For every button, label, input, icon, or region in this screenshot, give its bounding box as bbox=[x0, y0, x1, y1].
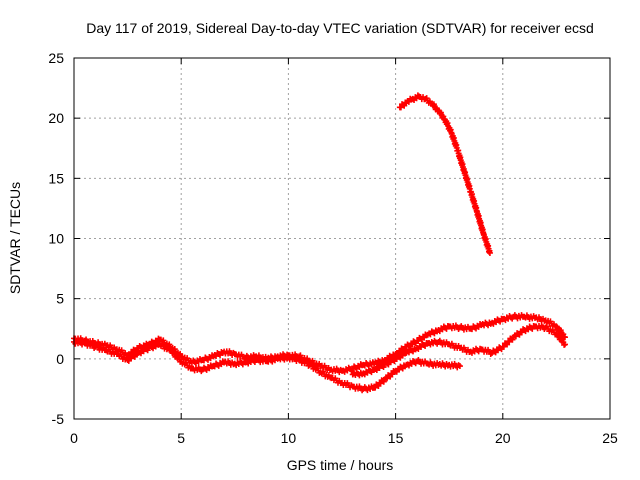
series-segment bbox=[490, 344, 505, 356]
series-4-band bbox=[397, 92, 493, 255]
x-tick-label: 5 bbox=[177, 430, 185, 446]
series-segment bbox=[415, 356, 430, 367]
y-tick-label: 0 bbox=[56, 351, 64, 367]
series-segment bbox=[276, 353, 291, 363]
series-segment bbox=[393, 362, 409, 375]
series-segment bbox=[447, 360, 462, 371]
x-tick-label: 0 bbox=[70, 430, 78, 446]
series-1-band bbox=[72, 312, 568, 376]
series-segment bbox=[554, 331, 568, 348]
series-segment bbox=[372, 362, 387, 374]
x-tick-label: 25 bbox=[602, 430, 618, 446]
series-segment bbox=[461, 169, 474, 195]
series-segment bbox=[297, 357, 312, 369]
series-2 bbox=[71, 337, 463, 394]
series-segment bbox=[426, 359, 441, 369]
series-segment bbox=[479, 346, 494, 357]
series-segment bbox=[147, 340, 162, 352]
series-segment bbox=[468, 345, 484, 356]
series-segment bbox=[351, 383, 366, 394]
ticks-layer: 0 5 10 15 20 25 -5 0 5 10 15 20 25 bbox=[48, 50, 618, 446]
series-segment bbox=[157, 341, 173, 353]
y-tick-label: 10 bbox=[48, 231, 64, 247]
y-tick-label: 25 bbox=[48, 50, 64, 66]
series-segment bbox=[417, 93, 428, 103]
series-segment bbox=[233, 351, 248, 362]
data-layer bbox=[71, 92, 568, 394]
x-tick-label: 10 bbox=[281, 430, 297, 446]
series-2-band bbox=[72, 337, 462, 394]
series-segment bbox=[93, 342, 108, 353]
series-segment bbox=[436, 108, 448, 123]
series-segment bbox=[222, 358, 237, 368]
series-segment bbox=[318, 362, 333, 374]
series-segment bbox=[329, 374, 344, 387]
series-segment bbox=[500, 335, 516, 350]
y-axis-label: SDTVAR / TECUs bbox=[7, 182, 23, 294]
y-tick-label: 5 bbox=[56, 291, 64, 307]
series-segment bbox=[72, 337, 87, 348]
series-segment bbox=[426, 337, 441, 348]
series-segment bbox=[501, 313, 516, 324]
x-tick-label: 20 bbox=[495, 430, 511, 446]
series-segment bbox=[436, 337, 451, 348]
series-segment bbox=[136, 345, 151, 357]
series-segment bbox=[340, 380, 355, 391]
series-segment bbox=[436, 360, 451, 370]
series-segment bbox=[415, 331, 430, 344]
series-segment bbox=[286, 354, 301, 365]
y-tick-label: 15 bbox=[48, 170, 64, 186]
x-tick-label: 15 bbox=[388, 430, 404, 446]
series-segment bbox=[554, 324, 568, 340]
series-segment bbox=[468, 189, 480, 214]
series-segment bbox=[455, 147, 467, 173]
series-segment bbox=[404, 338, 419, 350]
chart-title: Day 117 of 2019, Sidereal Day-to-day VTE… bbox=[86, 20, 594, 36]
series-segment bbox=[480, 232, 493, 255]
series-segment bbox=[442, 118, 454, 134]
series-segment bbox=[243, 356, 258, 367]
series-1 bbox=[71, 312, 568, 376]
series-segment bbox=[168, 347, 184, 365]
series-segment bbox=[115, 350, 130, 363]
x-axis-label: GPS time / hours bbox=[287, 457, 394, 473]
series-segment bbox=[533, 322, 548, 332]
series-segment bbox=[372, 377, 387, 391]
series-segment bbox=[543, 317, 559, 330]
series-4 bbox=[396, 92, 493, 256]
series-segment bbox=[393, 349, 409, 362]
series-segment bbox=[447, 340, 462, 351]
series-segment bbox=[340, 364, 355, 375]
series-segment bbox=[397, 99, 409, 111]
series-segment bbox=[474, 210, 487, 236]
series-segment bbox=[104, 346, 119, 357]
series-3 bbox=[349, 322, 568, 379]
series-segment bbox=[404, 357, 419, 369]
y-tick-label: -5 bbox=[52, 411, 65, 427]
series-3-band bbox=[351, 322, 568, 379]
series-segment bbox=[222, 348, 237, 359]
series-segment bbox=[383, 356, 398, 368]
series-segment bbox=[125, 350, 141, 364]
series-segment bbox=[522, 312, 537, 322]
series-segment bbox=[190, 364, 205, 375]
series-segment bbox=[83, 340, 98, 351]
series-segment bbox=[411, 92, 421, 104]
series-segment bbox=[447, 322, 462, 332]
series-segment bbox=[533, 314, 548, 325]
series-segment bbox=[458, 344, 473, 355]
series-segment bbox=[448, 130, 461, 154]
y-tick-label: 20 bbox=[48, 110, 64, 126]
series-segment bbox=[511, 312, 526, 322]
grid-layer bbox=[74, 58, 610, 419]
series-segment bbox=[511, 326, 527, 340]
